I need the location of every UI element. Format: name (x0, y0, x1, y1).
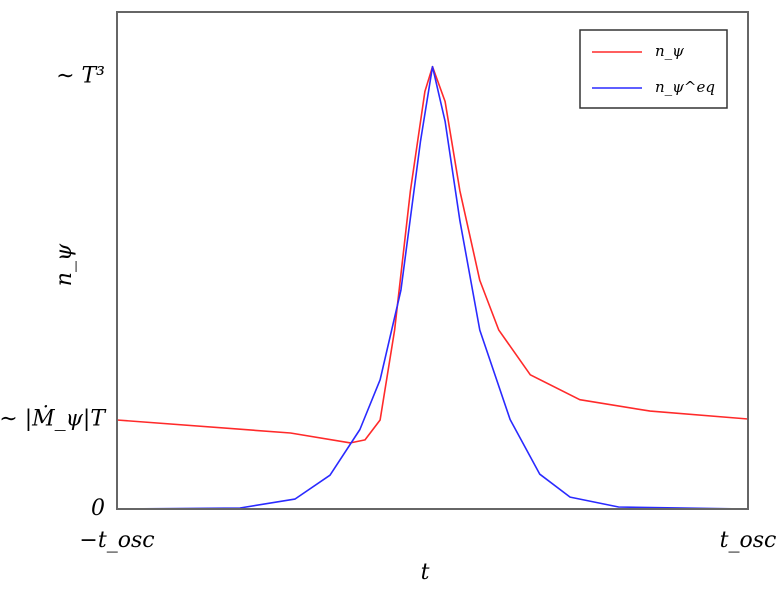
y-tick-label: ∼ |Ṁ_ψ|T (0, 405, 107, 432)
line (116, 65, 749, 510)
y-tick-label: ∼ T³ (56, 64, 105, 89)
x-axis-label: t (421, 560, 430, 585)
plot-frame (116, 11, 749, 510)
legend-label: n_ψ^eq (655, 78, 715, 96)
legend-label: n_ψ (655, 42, 684, 60)
y-tick-label: 0 (91, 496, 105, 521)
x-tick-label: t_osc (720, 528, 777, 553)
y-axis-label: n_ψ (52, 243, 77, 286)
line (116, 65, 749, 444)
x-tick-label: −t_osc (79, 528, 154, 553)
legend-box (579, 29, 728, 109)
